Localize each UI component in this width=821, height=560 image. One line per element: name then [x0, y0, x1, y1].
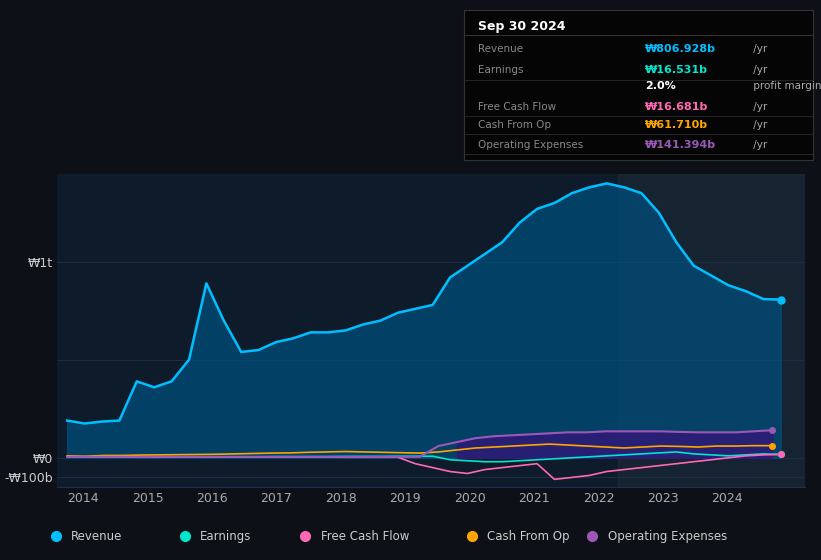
Text: Earnings: Earnings: [200, 530, 251, 543]
Text: ₩16.531b: ₩16.531b: [645, 64, 709, 74]
Text: Free Cash Flow: Free Cash Flow: [320, 530, 409, 543]
Text: /yr: /yr: [750, 102, 768, 112]
Text: Cash From Op: Cash From Op: [478, 120, 551, 130]
Text: Revenue: Revenue: [71, 530, 122, 543]
Text: Cash From Op: Cash From Op: [487, 530, 569, 543]
Text: Earnings: Earnings: [478, 64, 523, 74]
Text: Revenue: Revenue: [478, 44, 523, 54]
Text: profit margin: profit margin: [750, 81, 821, 91]
Text: /yr: /yr: [750, 139, 768, 150]
Text: ₩806.928b: ₩806.928b: [645, 44, 716, 54]
Text: Sep 30 2024: Sep 30 2024: [478, 20, 566, 33]
Text: Operating Expenses: Operating Expenses: [608, 530, 727, 543]
Text: Operating Expenses: Operating Expenses: [478, 139, 583, 150]
Text: /yr: /yr: [750, 44, 768, 54]
Text: 2.0%: 2.0%: [645, 81, 676, 91]
Text: Free Cash Flow: Free Cash Flow: [478, 102, 556, 112]
Bar: [617, 174, 805, 487]
Text: ₩141.394b: ₩141.394b: [645, 139, 717, 150]
Text: /yr: /yr: [750, 64, 768, 74]
Text: ₩61.710b: ₩61.710b: [645, 120, 709, 130]
Text: /yr: /yr: [750, 120, 768, 130]
Text: ₩16.681b: ₩16.681b: [645, 102, 709, 112]
